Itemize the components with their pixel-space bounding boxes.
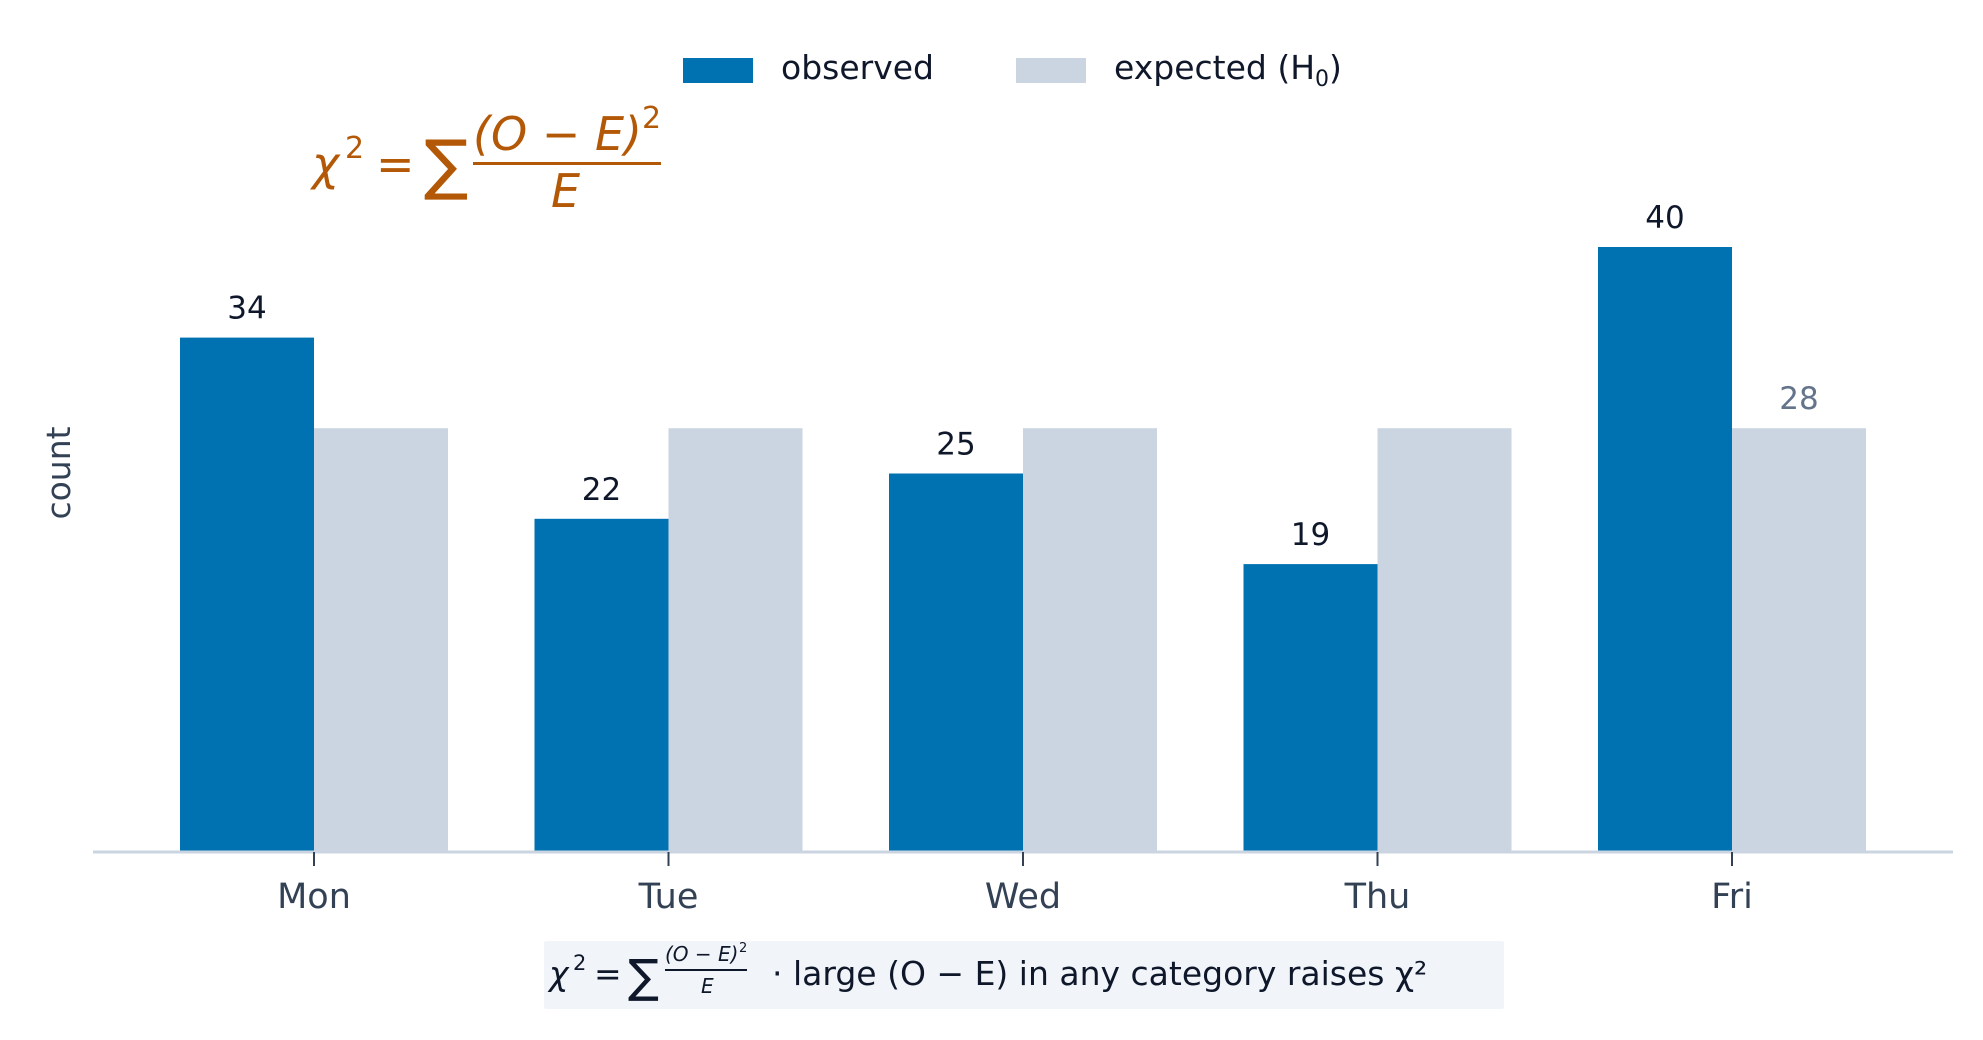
footer-background <box>544 941 1504 1009</box>
legend-label-expected: expected (H0) <box>1114 48 1342 92</box>
bar-expected-tue <box>668 428 803 851</box>
footer-caption: χ 2 = ∑ (O − E) 2 E · large (O − E) in a… <box>544 941 1504 1009</box>
footer-numerator-exp: 2 <box>739 941 747 956</box>
formula-chi: χ <box>309 137 341 191</box>
formula-annotation: χ 2 = ∑ (O − E) 2 E <box>309 101 661 218</box>
formula-fraction-bar <box>473 162 661 165</box>
bar-observed-mon <box>180 337 314 852</box>
value-label-observed-tue: 22 <box>582 472 621 508</box>
formula-denominator: E <box>551 164 580 218</box>
bar-expected-fri <box>1732 428 1866 851</box>
bar-observed-tue <box>534 518 669 851</box>
value-label-observed-wed: 25 <box>936 427 975 463</box>
footer-formula: χ 2 = ∑ (O − E) 2 E <box>547 941 747 1003</box>
formula-chi-exp: 2 <box>345 131 364 166</box>
legend-swatch-expected <box>1016 58 1086 83</box>
x-tick-label-tue: Tue <box>638 877 699 917</box>
x-tick-label-mon: Mon <box>277 877 351 917</box>
value-label-expected: 28 <box>1779 381 1818 417</box>
value-label-observed-thu: 19 <box>1291 517 1330 553</box>
footer-chi: χ <box>547 954 570 993</box>
x-tick-label-fri: Fri <box>1711 877 1753 917</box>
value-label-observed-fri: 40 <box>1645 200 1684 236</box>
y-axis-label: count <box>39 426 78 519</box>
formula-numerator: (O − E) <box>473 107 642 161</box>
bar-observed-wed <box>889 473 1023 851</box>
bar-expected-thu <box>1377 428 1512 851</box>
legend-label-expected-close: ) <box>1329 48 1342 87</box>
footer-equals: = <box>594 954 622 993</box>
bar-expected-mon <box>314 428 448 851</box>
x-ticks: Mon Tue Wed Thu Fri <box>277 852 1753 917</box>
x-tick-label-thu: Thu <box>1344 877 1411 917</box>
bar-expected-wed <box>1023 428 1157 851</box>
value-labels: 34 22 25 19 40 28 <box>227 200 1818 553</box>
footer-denominator: E <box>701 974 714 998</box>
value-label-observed-mon: 34 <box>227 291 266 327</box>
legend: observed expected (H0) <box>683 48 1342 92</box>
footer-sigma: ∑ <box>628 949 659 1003</box>
bar-observed-thu <box>1243 564 1378 851</box>
bar-observed-fri <box>1598 247 1732 851</box>
legend-label-expected-sub: 0 <box>1315 67 1329 92</box>
formula-numerator-exp: 2 <box>642 101 661 136</box>
bars <box>180 247 1866 852</box>
formula-equals: = <box>376 137 415 191</box>
legend-swatch-observed <box>683 58 753 83</box>
legend-label-observed: observed <box>781 48 934 87</box>
footer-numerator: (O − E) <box>665 942 738 966</box>
footer-text: · large (O − E) in any category raises χ… <box>772 954 1427 993</box>
footer-fraction-bar <box>665 969 747 971</box>
legend-label-expected-main: expected (H <box>1114 48 1315 87</box>
formula-sigma: ∑ <box>424 126 468 203</box>
footer-chi-exp: 2 <box>573 951 586 975</box>
x-tick-label-wed: Wed <box>985 877 1061 917</box>
